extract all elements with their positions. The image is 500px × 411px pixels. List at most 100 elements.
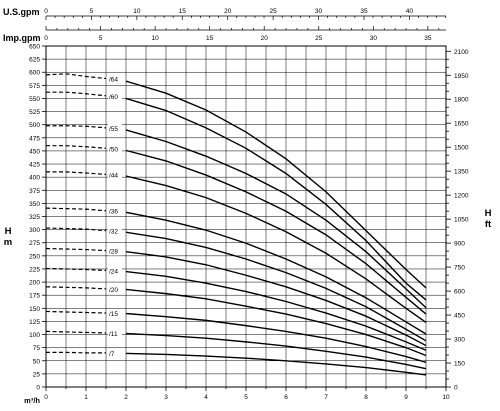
us-gpm-tick-label: 20 xyxy=(224,8,232,15)
series-label: /32 xyxy=(109,229,118,236)
imp-gpm-tick-label: 15 xyxy=(206,35,214,42)
y-right-tick-label: 450 xyxy=(454,313,465,320)
y-right-tick-label: 150 xyxy=(454,361,465,368)
y-right-tick-label: 1650 xyxy=(454,121,469,128)
series-label: /44 xyxy=(109,173,118,180)
x-bottom-tick-label: 1 xyxy=(84,394,88,401)
imp-gpm-tick-label: 25 xyxy=(315,35,323,42)
x-bottom-tick-label: 5 xyxy=(244,394,248,401)
y-left-tick-label: 425 xyxy=(29,162,40,169)
y-right-tick-label: 1350 xyxy=(454,169,469,176)
y-left-tick-label: 175 xyxy=(29,293,40,300)
y-left-tick-label: 350 xyxy=(29,201,40,208)
series-line-dashed xyxy=(45,247,107,252)
series-line-dashed xyxy=(46,125,107,129)
series-label: /20 xyxy=(109,287,118,294)
x-bottom-tick-label: 10 xyxy=(442,394,450,401)
series-label-bg xyxy=(108,284,122,294)
series-label-bg xyxy=(108,206,122,216)
y-left-tick-label: 250 xyxy=(29,253,40,260)
series-line-dashed xyxy=(46,145,107,149)
y-left-tick-label: 525 xyxy=(29,109,40,116)
y-right-axis-title: H xyxy=(485,208,492,219)
series-label: /24 xyxy=(109,269,118,276)
imp-gpm-tick-label: 0 xyxy=(44,35,48,42)
series-label-bg xyxy=(108,328,122,338)
y-left-tick-label: 275 xyxy=(29,240,40,247)
y-right-tick-label: 1500 xyxy=(454,145,469,152)
imp-gpm-tick-label: 5 xyxy=(99,35,103,42)
y-left-tick-label: 50 xyxy=(33,358,41,365)
series-line-dashed xyxy=(46,91,107,97)
x-bottom-tick-label: 2 xyxy=(124,394,128,401)
axes: 0255075100125150175200225250275300325350… xyxy=(3,7,492,405)
series-line xyxy=(125,288,427,357)
series-labels: /64/60/55/50/44/36/32/28/24/20/15/11/7 xyxy=(108,74,122,358)
y-left-axis-title: H xyxy=(5,226,12,237)
series-line-dashed xyxy=(45,267,107,272)
series-line xyxy=(125,211,427,335)
us-gpm-tick-label: 35 xyxy=(360,8,368,15)
us-gpm-tick-label: 15 xyxy=(179,8,187,15)
x-bottom-tick-label: 7 xyxy=(324,394,328,401)
series-label: /64 xyxy=(109,77,118,84)
us-gpm-tick-label: 0 xyxy=(44,8,48,15)
x-bottom-tick-label: 4 xyxy=(204,394,208,401)
y-left-tick-label: 75 xyxy=(33,345,41,352)
y-right-tick-label: 900 xyxy=(454,241,465,248)
y-left-tick-label: 550 xyxy=(29,96,40,103)
series-line xyxy=(125,352,427,376)
y-left-tick-label: 125 xyxy=(29,319,40,326)
series-label-bg xyxy=(108,144,122,154)
imp-gpm-tick-label: 30 xyxy=(370,35,378,42)
series-line xyxy=(125,129,427,309)
series-line xyxy=(125,332,427,370)
y-left-tick-label: 225 xyxy=(29,266,40,273)
series-line-dashed xyxy=(45,330,107,334)
y-left-tick-label: 500 xyxy=(29,122,40,129)
y-left-tick-label: 375 xyxy=(29,188,40,195)
y-right-tick-label: 1200 xyxy=(454,193,469,200)
y-right-tick-label: 300 xyxy=(454,337,465,344)
y-right-tick-label: 750 xyxy=(454,265,465,272)
series-label: /7 xyxy=(109,351,115,358)
series-line-dashed xyxy=(45,207,107,212)
y-left-tick-label: 25 xyxy=(33,371,41,378)
y-right-tick-label: 600 xyxy=(454,289,465,296)
series-line-dashed xyxy=(45,310,107,314)
series-label-bg xyxy=(108,91,122,101)
y-left-tick-label: 650 xyxy=(29,44,40,51)
y-left-tick-label: 625 xyxy=(29,57,40,64)
series-label-bg xyxy=(108,348,122,358)
y-left-axis-title: m xyxy=(4,237,12,248)
series-label: /28 xyxy=(109,249,118,256)
y-left-tick-label: 100 xyxy=(29,332,40,339)
series-label: /11 xyxy=(109,331,118,338)
x-bottom-tick-label: 9 xyxy=(404,394,408,401)
x-bottom-tick-label: 3 xyxy=(164,394,168,401)
series-line-dashed xyxy=(46,351,106,354)
imp-gpm-tick-label: 35 xyxy=(424,35,432,42)
series-line xyxy=(125,270,427,351)
y-left-tick-label: 450 xyxy=(29,148,40,155)
series-line xyxy=(125,80,427,289)
us-gpm-tick-label: 5 xyxy=(90,8,94,15)
y-right-tick-label: 1800 xyxy=(454,97,469,104)
us-gpm-tick-label: 10 xyxy=(133,8,141,15)
series-label: /36 xyxy=(109,209,118,216)
imp-gpm-tick-label: 10 xyxy=(151,35,159,42)
y-left-tick-label: 475 xyxy=(29,135,40,142)
series-line-dashed xyxy=(45,73,107,80)
series-label: /55 xyxy=(109,126,118,133)
y-left-tick-label: 0 xyxy=(36,385,40,392)
series-label-bg xyxy=(108,246,122,256)
x-bottom-tick-label: 0 xyxy=(44,394,48,401)
series-label-bg xyxy=(108,266,122,276)
imp-gpm-tick-label: 20 xyxy=(261,35,269,42)
series-label-bg xyxy=(108,226,122,236)
grid xyxy=(45,45,447,388)
series-label: /60 xyxy=(109,94,118,101)
series-label: /15 xyxy=(109,311,118,318)
series-line-dashed xyxy=(45,227,107,232)
